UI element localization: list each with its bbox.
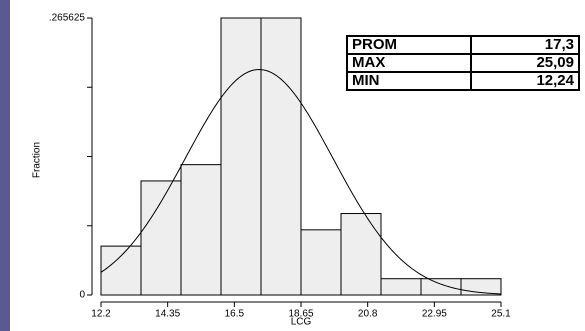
stats-body: PROM 17,3 MAX 25,09 MIN 12,24: [345, 35, 580, 91]
table-row: MIN 12,24: [345, 71, 580, 91]
x-tick-label: 25.1: [491, 309, 511, 320]
x-tick-label: 22.95: [422, 309, 447, 320]
bar: [300, 229, 342, 296]
bar: [180, 164, 222, 296]
x-tick-label: 16.5: [225, 309, 245, 320]
bar: [260, 17, 302, 296]
stat-name: MIN: [345, 71, 473, 91]
stat-name: MAX: [345, 53, 473, 73]
bar: [420, 278, 462, 296]
y-tick-label: 0: [79, 290, 85, 301]
bar: [380, 278, 422, 296]
side-strip: [0, 0, 10, 331]
stat-value: 25,09: [470, 53, 580, 73]
x-tick-label: 12.2: [91, 309, 111, 320]
bar: [140, 180, 182, 296]
x-tick-label: 14.35: [155, 309, 180, 320]
normal-curve: [100, 69, 502, 295]
x-axis-label: LCG: [291, 317, 312, 328]
table-row: PROM 17,3: [345, 35, 580, 55]
bar: [340, 213, 382, 296]
y-tick-label: .265625: [49, 13, 86, 24]
stat-value: 17,3: [470, 35, 580, 55]
bar: [100, 245, 142, 296]
stat-value: 12,24: [470, 71, 580, 91]
stats-table: PROM 17,3 MAX 25,09 MIN 12,24: [345, 35, 580, 91]
y-axis-label: Fraction: [32, 142, 43, 178]
x-tick-label: 20.8: [358, 309, 378, 320]
table-row: MAX 25,09: [345, 53, 580, 73]
x-tick-label: 18.65: [288, 309, 313, 320]
bar: [220, 17, 262, 296]
stat-name: PROM: [345, 35, 473, 55]
